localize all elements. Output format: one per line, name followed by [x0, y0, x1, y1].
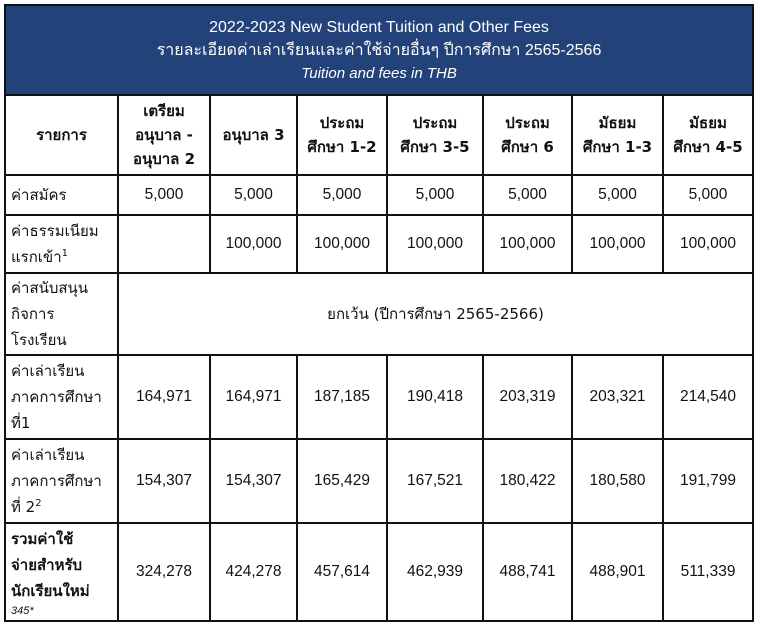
table-cell: 488,901: [571, 522, 664, 622]
table-cell: 180,422: [482, 438, 573, 524]
fees-table: 2022-2023 New Student Tuition and Other …: [3, 4, 755, 622]
table-cell: 100,000: [296, 214, 388, 274]
row-label-application: ค่าสมัคร: [4, 174, 119, 216]
column-header-line: ประถม: [505, 114, 550, 132]
row-label-line: นักเรียนใหม่: [11, 581, 90, 600]
row-label-term1: ค่าเล่าเรียน ภาคการศึกษา ที่1: [4, 354, 119, 440]
row-label-line: ค่าธรรมเนียม: [11, 222, 99, 240]
table-cell: 167,521: [386, 438, 484, 524]
row-label-line: ที่ 22: [11, 494, 115, 520]
column-header-line: ศึกษา 4-5: [673, 138, 743, 156]
row-label-text: แรกเข้า: [11, 248, 62, 266]
table-cell: 164,971: [117, 354, 211, 440]
table-cell: 203,319: [482, 354, 573, 440]
footnote-marker: 2: [35, 498, 42, 509]
row-label-school-support: ค่าสนับสนุน กิจการ โรงเรียน: [4, 272, 119, 356]
exempt-cell: ยกเว้น (ปีการศึกษา 2565-2566): [116, 272, 755, 356]
column-header-line: อนุบาล 3: [222, 126, 285, 144]
table-cell: 5,000: [571, 174, 664, 216]
column-header-line: ศึกษา 6: [501, 138, 554, 156]
column-header-line: อนุบาล -: [135, 126, 193, 144]
table-header-row: 2022-2023 New Student Tuition and Other …: [3, 4, 755, 96]
table-cell: 164,971: [209, 354, 298, 440]
table-cell: 5,000: [296, 174, 388, 216]
column-header-m1-3: มัธยม ศึกษา 1-3: [571, 94, 664, 176]
fees-table-container: 2022-2023 New Student Tuition and Other …: [3, 4, 755, 622]
table-cell: 488,741: [482, 522, 573, 622]
table-cell: 191,799: [661, 438, 755, 524]
row-label-line: แรกเข้า1: [11, 244, 115, 270]
row-label-line: ค่าสนับสนุน: [11, 279, 89, 297]
table-cell: 100,000: [386, 214, 484, 274]
header-subtitle: Tuition and fees in THB: [301, 64, 457, 82]
column-header-line: ศึกษา 3-5: [400, 138, 470, 156]
table-cell: 5,000: [209, 174, 298, 216]
table-cell: 5,000: [661, 174, 755, 216]
column-header-line: มัธยม: [598, 114, 637, 132]
table-row-entrance-fee: ค่าธรรมเนียม แรกเข้า1 100,000 100,000 10…: [4, 214, 755, 274]
table-cell: 100,000: [661, 214, 755, 274]
table-cell: 165,429: [296, 438, 388, 524]
table-cell: 100,000: [209, 214, 298, 274]
column-header-p3-5: ประถม ศึกษา 3-5: [386, 94, 484, 176]
column-header-line: อนุบาล 2: [132, 150, 196, 168]
table-cell: 203,321: [571, 354, 664, 440]
table-cell: 324,278: [117, 522, 211, 622]
row-label-line: ค่าเล่าเรียน: [11, 446, 85, 464]
table-row-term2: ค่าเล่าเรียน ภาคการศึกษา ที่ 22 154,307 …: [4, 438, 755, 524]
footnote-marker: 1: [61, 248, 68, 259]
table-cell: 154,307: [209, 438, 298, 524]
row-label-total: รวมค่าใช้ จ่ายสำหรับ นักเรียนใหม่ 345*: [4, 522, 119, 622]
row-label-line: รวมค่าใช้: [11, 529, 74, 548]
row-label-line: จ่ายสำหรับ: [11, 555, 83, 574]
row-label-line: ค่าเล่าเรียน: [11, 362, 85, 380]
column-header-p6: ประถม ศึกษา 6: [482, 94, 573, 176]
table-cell: 424,278: [209, 522, 298, 622]
header-title: 2022-2023 New Student Tuition and Other …: [209, 18, 549, 36]
table-header: 2022-2023 New Student Tuition and Other …: [3, 4, 755, 96]
table-cell: 214,540: [661, 354, 755, 440]
table-cell: [117, 214, 211, 274]
table-cell: 180,580: [571, 438, 664, 524]
table-cell: 5,000: [117, 174, 211, 216]
table-cell: 462,939: [386, 522, 484, 622]
row-label-line: ภาคการศึกษา: [11, 472, 102, 490]
column-header-p1-2: ประถม ศึกษา 1-2: [296, 94, 388, 176]
table-cell: 5,000: [482, 174, 573, 216]
row-label-line: โรงเรียน: [11, 331, 67, 349]
column-header-line: ศึกษา 1-2: [307, 138, 377, 156]
table-cell: 100,000: [482, 214, 573, 274]
row-label-line: ภาคการศึกษา: [11, 388, 102, 406]
table-cell: 511,339: [661, 522, 755, 622]
row-label-line: ที่1: [11, 414, 31, 432]
column-header-m4-5: มัธยม ศึกษา 4-5: [661, 94, 755, 176]
column-header-line: มัธยม: [689, 114, 727, 132]
table-row-term1: ค่าเล่าเรียน ภาคการศึกษา ที่1 164,971 16…: [4, 354, 755, 440]
column-header-line: ประถม: [412, 114, 458, 132]
table-cell: 154,307: [117, 438, 211, 524]
table-cell: 190,418: [386, 354, 484, 440]
footnote-marker: 345*: [11, 604, 34, 617]
column-header-line: ประถม: [319, 114, 365, 132]
column-header-line: ศึกษา 1-3: [582, 138, 653, 156]
table-row-school-support: ค่าสนับสนุน กิจการ โรงเรียน ยกเว้น (ปีกา…: [4, 272, 755, 356]
column-header-row: รายการ เตรียม อนุบาล - อนุบาล 2 อนุบาล 3…: [4, 94, 755, 176]
column-header-k3: อนุบาล 3: [209, 94, 298, 176]
row-label-entrance-fee: ค่าธรรมเนียม แรกเข้า1: [4, 214, 119, 274]
table-cell: 5,000: [386, 174, 484, 216]
table-row-application: ค่าสมัคร 5,000 5,000 5,000 5,000 5,000 5…: [4, 174, 755, 216]
column-header-item: รายการ: [4, 94, 119, 176]
column-header-line: เตรียม: [143, 102, 185, 120]
header-title-thai: รายละเอียดค่าเล่าเรียนและค่าใช้จ่ายอื่นๆ…: [156, 41, 602, 59]
row-label-text: ที่ 2: [11, 498, 36, 516]
table-cell: 100,000: [571, 214, 664, 274]
row-label-line: กิจการ: [11, 305, 55, 323]
table-row-total: รวมค่าใช้ จ่ายสำหรับ นักเรียนใหม่ 345* 3…: [4, 522, 755, 622]
table-cell: 457,614: [296, 522, 388, 622]
row-label-term2: ค่าเล่าเรียน ภาคการศึกษา ที่ 22: [4, 438, 119, 524]
table-cell: 187,185: [296, 354, 388, 440]
column-header-pre-k: เตรียม อนุบาล - อนุบาล 2: [117, 94, 211, 176]
